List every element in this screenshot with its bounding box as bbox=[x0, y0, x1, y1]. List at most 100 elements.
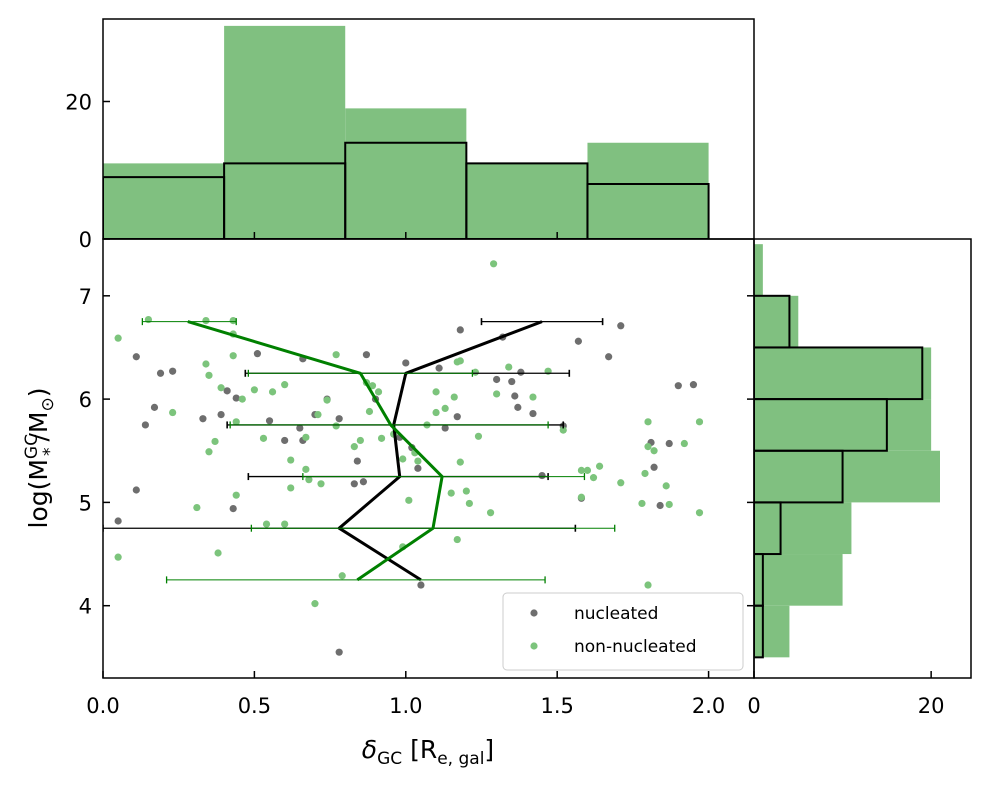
x-tick-label: 1.5 bbox=[540, 694, 573, 718]
top-hist-bar-non-nucleated bbox=[345, 108, 467, 239]
point-non-nucleated bbox=[474, 432, 483, 440]
point-nucleated bbox=[217, 411, 225, 419]
point-non-nucleated bbox=[350, 443, 358, 451]
point-non-nucleated bbox=[486, 509, 495, 517]
point-nucleated bbox=[529, 409, 537, 418]
point-non-nucleated bbox=[205, 448, 213, 456]
top-hist-bar-non-nucleated bbox=[466, 163, 588, 239]
x-tick-label: 2.0 bbox=[692, 694, 725, 718]
right-hist-bar-non-nucleated bbox=[754, 244, 763, 296]
point-non-nucleated bbox=[232, 491, 240, 499]
point-non-nucleated bbox=[214, 549, 222, 557]
point-non-nucleated bbox=[441, 404, 449, 413]
point-nucleated bbox=[453, 413, 461, 421]
point-nucleated bbox=[296, 424, 304, 432]
point-non-nucleated bbox=[259, 434, 268, 442]
y-tick-label: 4 bbox=[79, 595, 92, 619]
point-nucleated bbox=[689, 381, 698, 389]
top-hist-bar-nucleated bbox=[586, 183, 710, 239]
top-histogram: 0 20 bbox=[65, 18, 755, 252]
point-non-nucleated bbox=[229, 317, 237, 325]
point-non-nucleated bbox=[250, 386, 258, 394]
point-non-nucleated bbox=[456, 357, 464, 365]
point-non-nucleated bbox=[662, 482, 670, 490]
point-nucleated bbox=[353, 457, 361, 465]
point-non-nucleated bbox=[399, 455, 407, 463]
point-nucleated bbox=[656, 501, 664, 510]
right-hist-bar-non-nucleated bbox=[754, 450, 940, 503]
point-non-nucleated bbox=[356, 436, 364, 445]
right-hist-bar-non-nucleated bbox=[754, 347, 932, 400]
point-nucleated bbox=[350, 480, 358, 488]
legend-box bbox=[502, 592, 744, 671]
point-nucleated bbox=[359, 478, 367, 486]
point-nucleated bbox=[156, 369, 165, 377]
point-non-nucleated bbox=[695, 509, 704, 517]
point-non-nucleated bbox=[559, 426, 567, 434]
point-non-nucleated bbox=[465, 499, 473, 508]
main-scatter-panel: 0.0 0.5 1.0 1.5 2.0 4 5 6 7 bbox=[79, 238, 755, 718]
y-axis-label: log(MGC*/M⊙) bbox=[22, 388, 60, 529]
x-tick-label: 0.0 bbox=[86, 694, 119, 718]
point-non-nucleated bbox=[305, 476, 313, 484]
top-hist-y-tick-label: 0 bbox=[79, 228, 92, 252]
right-hist-bar-non-nucleated bbox=[754, 502, 852, 555]
main-panel-frame bbox=[102, 238, 755, 679]
point-nucleated bbox=[281, 436, 289, 445]
point-nucleated bbox=[441, 424, 449, 432]
point-nucleated bbox=[574, 337, 582, 345]
point-non-nucleated bbox=[114, 553, 122, 561]
point-nucleated bbox=[132, 353, 140, 361]
point-non-nucleated bbox=[456, 458, 464, 466]
point-nucleated bbox=[223, 387, 231, 395]
point-non-nucleated bbox=[644, 581, 652, 589]
point-nucleated bbox=[150, 403, 159, 411]
trend-line-nucleated bbox=[337, 320, 543, 582]
top-hist-y-tick-label: 20 bbox=[65, 91, 92, 115]
point-non-nucleated bbox=[577, 466, 586, 474]
point-non-nucleated bbox=[374, 388, 383, 396]
point-non-nucleated bbox=[695, 418, 704, 426]
point-nucleated bbox=[511, 392, 519, 400]
point-non-nucleated bbox=[311, 600, 319, 608]
point-nucleated bbox=[132, 486, 140, 494]
right-hist-bar-nucleated bbox=[754, 294, 791, 349]
point-non-nucleated bbox=[638, 499, 646, 508]
legend-marker-nucleated bbox=[530, 609, 538, 617]
point-nucleated bbox=[538, 471, 546, 480]
point-nucleated bbox=[414, 464, 422, 472]
right-hist-x-tick-label: 0 bbox=[747, 694, 760, 718]
point-non-nucleated bbox=[332, 422, 340, 430]
point-nucleated bbox=[617, 322, 625, 330]
point-non-nucleated bbox=[583, 466, 592, 474]
point-non-nucleated bbox=[368, 382, 377, 390]
point-non-nucleated bbox=[505, 363, 513, 371]
point-non-nucleated bbox=[323, 396, 331, 404]
y-tick-label: 7 bbox=[79, 285, 92, 309]
x-tick-label: 0.5 bbox=[238, 694, 271, 718]
point-nucleated bbox=[232, 394, 240, 402]
point-non-nucleated bbox=[450, 393, 458, 401]
point-non-nucleated bbox=[471, 368, 480, 376]
x-tick-label: 1.0 bbox=[389, 694, 422, 718]
point-nucleated bbox=[402, 359, 410, 367]
point-non-nucleated bbox=[365, 407, 374, 416]
point-nucleated bbox=[335, 648, 343, 656]
point-non-nucleated bbox=[211, 437, 219, 446]
right-hist-bar-non-nucleated bbox=[754, 295, 799, 348]
right-hist-bar-non-nucleated bbox=[754, 554, 843, 606]
point-nucleated bbox=[335, 415, 343, 423]
point-nucleated bbox=[199, 415, 207, 423]
legend-marker-non-nucleated bbox=[530, 642, 538, 650]
point-non-nucleated bbox=[617, 479, 625, 487]
point-non-nucleated bbox=[217, 384, 225, 392]
point-nucleated bbox=[514, 403, 522, 411]
legend-label-nucleated: nucleated bbox=[574, 604, 658, 624]
non-nucleated-points bbox=[114, 260, 704, 608]
top-hist-bar-non-nucleated bbox=[103, 163, 225, 239]
point-non-nucleated bbox=[529, 393, 537, 401]
point-nucleated bbox=[605, 353, 613, 361]
point-nucleated bbox=[253, 350, 262, 358]
point-nucleated bbox=[517, 368, 525, 376]
right-hist-bar-non-nucleated bbox=[754, 605, 790, 658]
